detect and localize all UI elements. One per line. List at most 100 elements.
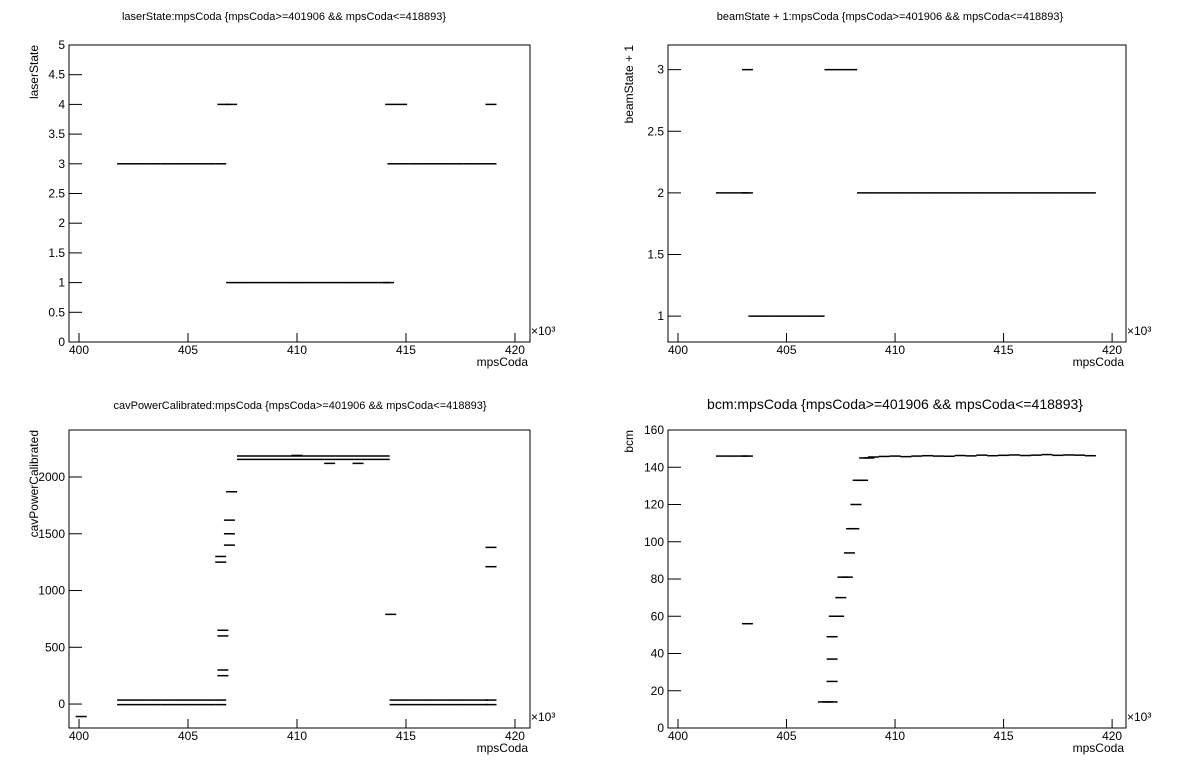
x-tick-label: 410 bbox=[885, 729, 905, 743]
point bbox=[385, 103, 397, 106]
x-axis-label: mpsCoda bbox=[1073, 355, 1125, 369]
point bbox=[226, 491, 238, 493]
point bbox=[1052, 454, 1064, 457]
point bbox=[741, 622, 753, 625]
y-tick-label: 20 bbox=[651, 684, 665, 698]
point bbox=[998, 454, 1010, 457]
point bbox=[117, 703, 129, 706]
y-tick-label: 2 bbox=[58, 216, 65, 230]
chart-title: cavPowerCalibrated:mpsCoda {mpsCoda>=401… bbox=[113, 400, 486, 412]
point bbox=[204, 703, 216, 706]
point bbox=[269, 455, 281, 457]
point bbox=[433, 703, 445, 706]
point bbox=[463, 163, 475, 165]
y-tick-label: 120 bbox=[644, 498, 664, 512]
point bbox=[411, 699, 423, 701]
point bbox=[215, 561, 227, 563]
point bbox=[826, 701, 838, 703]
point bbox=[889, 455, 901, 457]
point bbox=[149, 163, 161, 165]
point bbox=[204, 699, 216, 701]
point bbox=[226, 103, 238, 106]
y-axis-label: bcm bbox=[622, 430, 636, 453]
point bbox=[802, 315, 814, 317]
point bbox=[987, 454, 999, 457]
point bbox=[389, 703, 401, 706]
point bbox=[781, 315, 793, 317]
point bbox=[396, 103, 408, 106]
point bbox=[741, 455, 753, 457]
point bbox=[485, 163, 497, 165]
x-tick-label: 405 bbox=[777, 729, 797, 743]
point bbox=[791, 315, 803, 317]
point bbox=[465, 703, 477, 706]
point bbox=[824, 68, 836, 71]
point bbox=[485, 699, 497, 701]
point bbox=[965, 192, 977, 194]
x-tick-label: 410 bbox=[885, 343, 905, 357]
point bbox=[976, 192, 988, 194]
point bbox=[485, 103, 497, 106]
plot-frame bbox=[667, 44, 1127, 343]
point bbox=[976, 454, 988, 456]
point bbox=[335, 281, 347, 284]
x-tick-label: 415 bbox=[994, 729, 1014, 743]
point bbox=[217, 674, 229, 677]
chart-title: beamState + 1:mpsCoda {mpsCoda>=401906 &… bbox=[717, 11, 1064, 23]
point bbox=[954, 454, 966, 457]
point bbox=[998, 192, 1010, 194]
x-tick-label: 420 bbox=[505, 343, 525, 357]
y-tick-label: 1500 bbox=[38, 527, 65, 541]
point bbox=[223, 533, 235, 535]
x-tick-label: 415 bbox=[396, 729, 416, 743]
point bbox=[922, 454, 934, 457]
point bbox=[269, 281, 281, 284]
point bbox=[117, 163, 129, 165]
point bbox=[313, 458, 325, 461]
x-tick-label: 400 bbox=[69, 729, 89, 743]
point bbox=[878, 192, 890, 194]
x-multiplier: ×10³ bbox=[531, 324, 555, 338]
point bbox=[954, 192, 966, 194]
point bbox=[356, 455, 368, 457]
x-tick-label: 420 bbox=[1102, 729, 1122, 743]
point bbox=[302, 455, 314, 457]
point bbox=[171, 163, 183, 165]
point bbox=[411, 703, 423, 706]
point bbox=[759, 315, 771, 317]
point bbox=[237, 458, 249, 461]
point bbox=[826, 680, 838, 683]
point bbox=[726, 455, 738, 457]
point bbox=[911, 192, 923, 194]
y-tick-label: 0.5 bbox=[48, 305, 65, 319]
point bbox=[1063, 454, 1075, 456]
x-tick-label: 405 bbox=[777, 343, 797, 357]
point bbox=[400, 699, 412, 701]
point bbox=[922, 192, 934, 194]
point bbox=[324, 462, 336, 465]
point bbox=[302, 281, 314, 284]
point bbox=[302, 458, 314, 461]
y-tick-label: 1.5 bbox=[48, 246, 65, 260]
point bbox=[171, 703, 183, 706]
point bbox=[182, 163, 194, 165]
point bbox=[932, 455, 944, 457]
plot-frame bbox=[667, 429, 1127, 729]
x-tick-label: 415 bbox=[994, 343, 1014, 357]
y-tick-label: 3.5 bbox=[48, 127, 65, 141]
point bbox=[269, 458, 281, 461]
point bbox=[715, 455, 727, 457]
point bbox=[387, 163, 399, 165]
point bbox=[485, 565, 497, 568]
point bbox=[485, 546, 497, 549]
point bbox=[1030, 192, 1042, 194]
point bbox=[465, 699, 477, 701]
point bbox=[335, 458, 347, 461]
x-tick-label: 405 bbox=[178, 729, 198, 743]
point bbox=[215, 163, 227, 165]
point bbox=[841, 576, 853, 578]
point bbox=[258, 458, 270, 461]
point bbox=[1019, 192, 1031, 194]
point bbox=[1019, 454, 1031, 457]
x-tick-label: 400 bbox=[69, 343, 89, 357]
